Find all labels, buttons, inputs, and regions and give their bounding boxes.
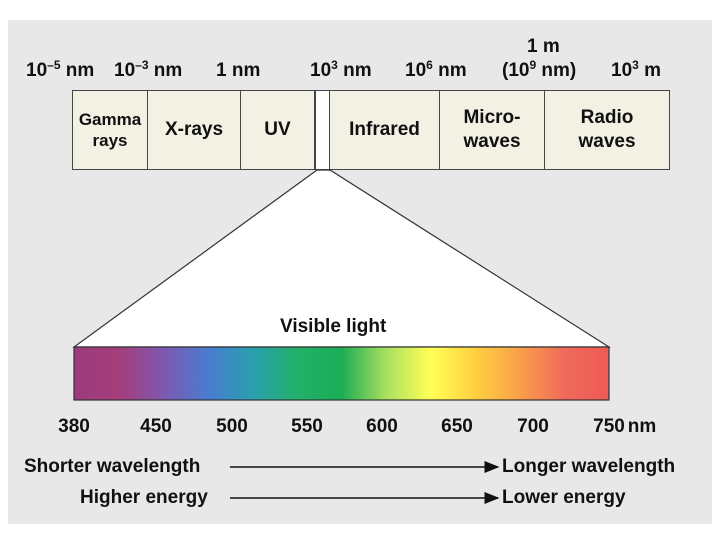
band-radio-waves: Radio waves bbox=[544, 90, 670, 170]
scale-label-1e6-nm: 106 nm bbox=[405, 58, 467, 81]
tick-label: 650 bbox=[441, 416, 473, 437]
scale-label-1e3-m: 103 m bbox=[611, 58, 662, 81]
shorter-wavelength-label: Shorter wavelength bbox=[24, 456, 201, 477]
scale-label-1e-5-nm: 10–5 nm bbox=[26, 58, 95, 81]
scale-label-1e3-nm: 103 nm bbox=[310, 58, 372, 81]
tick-label: 450 bbox=[140, 416, 172, 437]
tick-label: 700 bbox=[517, 416, 549, 437]
band-x-rays: X-rays bbox=[147, 90, 241, 170]
higher-energy-label: Higher energy bbox=[80, 487, 208, 508]
tick-label: 550 bbox=[291, 416, 323, 437]
tick-label: 600 bbox=[366, 416, 398, 437]
scale-label-1-m: 1 m bbox=[527, 36, 560, 57]
visible-light-title: Visible light bbox=[280, 316, 387, 337]
longer-wavelength-label: Longer wavelength bbox=[502, 456, 676, 477]
diagram-graphics bbox=[72, 169, 612, 504]
band-gamma-rays: Gamma rays bbox=[72, 90, 148, 170]
scale-label-1e-3-nm: 10–3 nm bbox=[114, 58, 183, 81]
visible-spectrum-bar bbox=[73, 346, 610, 401]
band-infrared: Infrared bbox=[329, 90, 440, 170]
lower-energy-label: Lower energy bbox=[502, 487, 626, 508]
scale-label-1e9-nm: (109 nm) bbox=[502, 58, 577, 81]
band-uv: UV bbox=[240, 90, 315, 170]
tick-label: 380 bbox=[58, 416, 90, 437]
tick-label: 750 bbox=[593, 416, 625, 437]
tick-label: 500 bbox=[216, 416, 248, 437]
tick-unit-label: nm bbox=[627, 416, 657, 437]
scale-label-1-nm: 1 nm bbox=[216, 60, 261, 81]
spectrum-diagram: 10–5 nm 10–3 nm 1 nm 103 nm 106 nm 1 m (… bbox=[8, 20, 712, 524]
